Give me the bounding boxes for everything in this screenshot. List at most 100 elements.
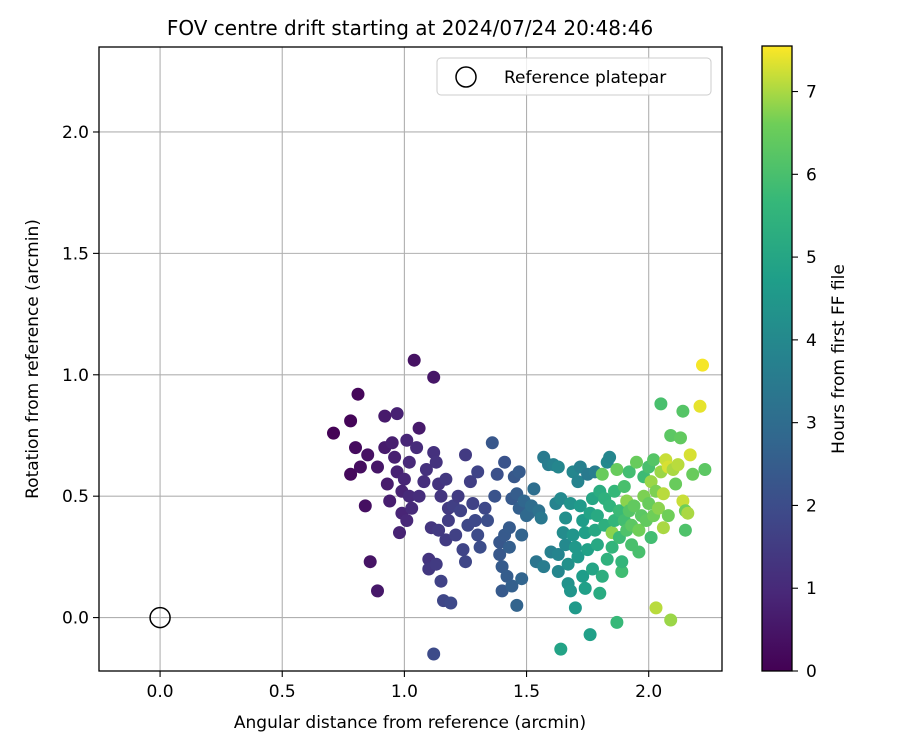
colorbar-tick-label: 1: [806, 579, 817, 599]
x-tick-label: 0.5: [269, 682, 296, 702]
data-point: [561, 557, 575, 571]
colorbar-tick-label: 2: [806, 496, 817, 516]
data-point: [434, 489, 448, 503]
data-point: [349, 441, 362, 455]
data-point: [505, 579, 519, 593]
data-point: [537, 560, 551, 574]
data-point: [407, 353, 421, 367]
data-point: [488, 489, 502, 503]
legend: Reference platepar: [436, 57, 712, 96]
x-axis-label: Angular distance from reference (arcmin): [234, 713, 586, 733]
data-point: [603, 499, 617, 513]
data-point: [678, 523, 692, 537]
data-point: [468, 514, 482, 527]
data-point: [581, 543, 595, 557]
y-tick-label: 1.0: [62, 366, 89, 386]
data-point: [444, 596, 458, 610]
data-point: [388, 450, 402, 464]
data-point: [608, 484, 621, 498]
data-point: [463, 475, 477, 489]
data-point: [681, 506, 695, 520]
colorbar-ticks: 0 1 2 3 4 5 6 7: [792, 83, 817, 682]
data-point: [344, 467, 358, 481]
data-point: [554, 642, 568, 656]
data-point: [656, 521, 670, 535]
legend-entry-label: Reference platepar: [504, 68, 666, 88]
data-point: [676, 494, 690, 508]
x-tick-label: 1.0: [391, 682, 418, 702]
colorbar-tick-label: 6: [806, 165, 817, 185]
data-point: [661, 509, 675, 523]
data-point: [432, 523, 446, 537]
data-point: [551, 460, 565, 474]
data-point: [617, 480, 631, 493]
data-point: [454, 504, 468, 518]
data-point: [551, 565, 565, 578]
data-point: [485, 436, 499, 450]
data-point: [390, 407, 404, 421]
data-point: [495, 560, 509, 574]
data-point: [441, 514, 455, 527]
data-point: [510, 598, 524, 612]
data-point: [622, 465, 636, 479]
data-point: [459, 448, 472, 462]
data-point: [568, 601, 582, 615]
data-point: [371, 460, 384, 474]
data-point: [554, 492, 568, 506]
data-point: [385, 436, 399, 450]
data-point: [693, 399, 707, 413]
data-point: [481, 514, 494, 527]
data-point: [603, 450, 617, 464]
data-point: [466, 497, 480, 510]
data-point: [393, 526, 406, 540]
data-point: [559, 538, 573, 552]
data-point: [566, 528, 580, 542]
data-point: [632, 523, 646, 537]
chart-title: FOV centre drift starting at 2024/07/24 …: [167, 16, 653, 40]
data-point: [578, 581, 592, 595]
data-point: [502, 521, 516, 535]
data-point: [490, 467, 504, 481]
data-point: [397, 472, 411, 486]
data-point: [498, 455, 512, 469]
data-point: [615, 565, 629, 578]
data-point: [361, 448, 375, 462]
data-point: [627, 499, 641, 513]
data-point: [608, 514, 621, 527]
y-tick-label: 0.5: [62, 487, 89, 507]
data-point: [664, 613, 678, 627]
data-point: [402, 489, 416, 503]
data-point: [429, 455, 443, 469]
data-point: [698, 463, 712, 476]
data-point: [632, 545, 646, 559]
data-point: [515, 528, 529, 542]
data-point: [419, 463, 433, 476]
legend-open-circle-icon: [455, 66, 477, 88]
data-point: [564, 497, 577, 510]
data-point: [590, 509, 604, 523]
data-point: [583, 628, 597, 642]
data-point: [427, 647, 441, 661]
data-point: [644, 475, 658, 489]
data-point: [664, 429, 678, 442]
data-point: [351, 387, 365, 401]
data-point: [642, 497, 656, 510]
data-point: [412, 421, 426, 435]
colorbar-tick-label: 7: [806, 83, 817, 103]
data-point: [512, 465, 526, 479]
data-point: [590, 538, 604, 552]
data-point: [473, 540, 487, 554]
data-point: [502, 540, 516, 554]
data-point: [471, 465, 485, 479]
x-tick-label: 1.5: [513, 682, 540, 702]
data-point: [371, 584, 384, 598]
data-point: [556, 526, 570, 540]
data-point: [515, 572, 529, 586]
x-axis-ticks: 0.0 0.5 1.0 1.5 2.0: [147, 671, 662, 702]
data-point: [612, 504, 626, 518]
y-axis-ticks: 0.0 0.5 1.0 1.5 2.0: [62, 123, 99, 629]
data-point: [571, 550, 585, 564]
data-point: [353, 460, 367, 474]
